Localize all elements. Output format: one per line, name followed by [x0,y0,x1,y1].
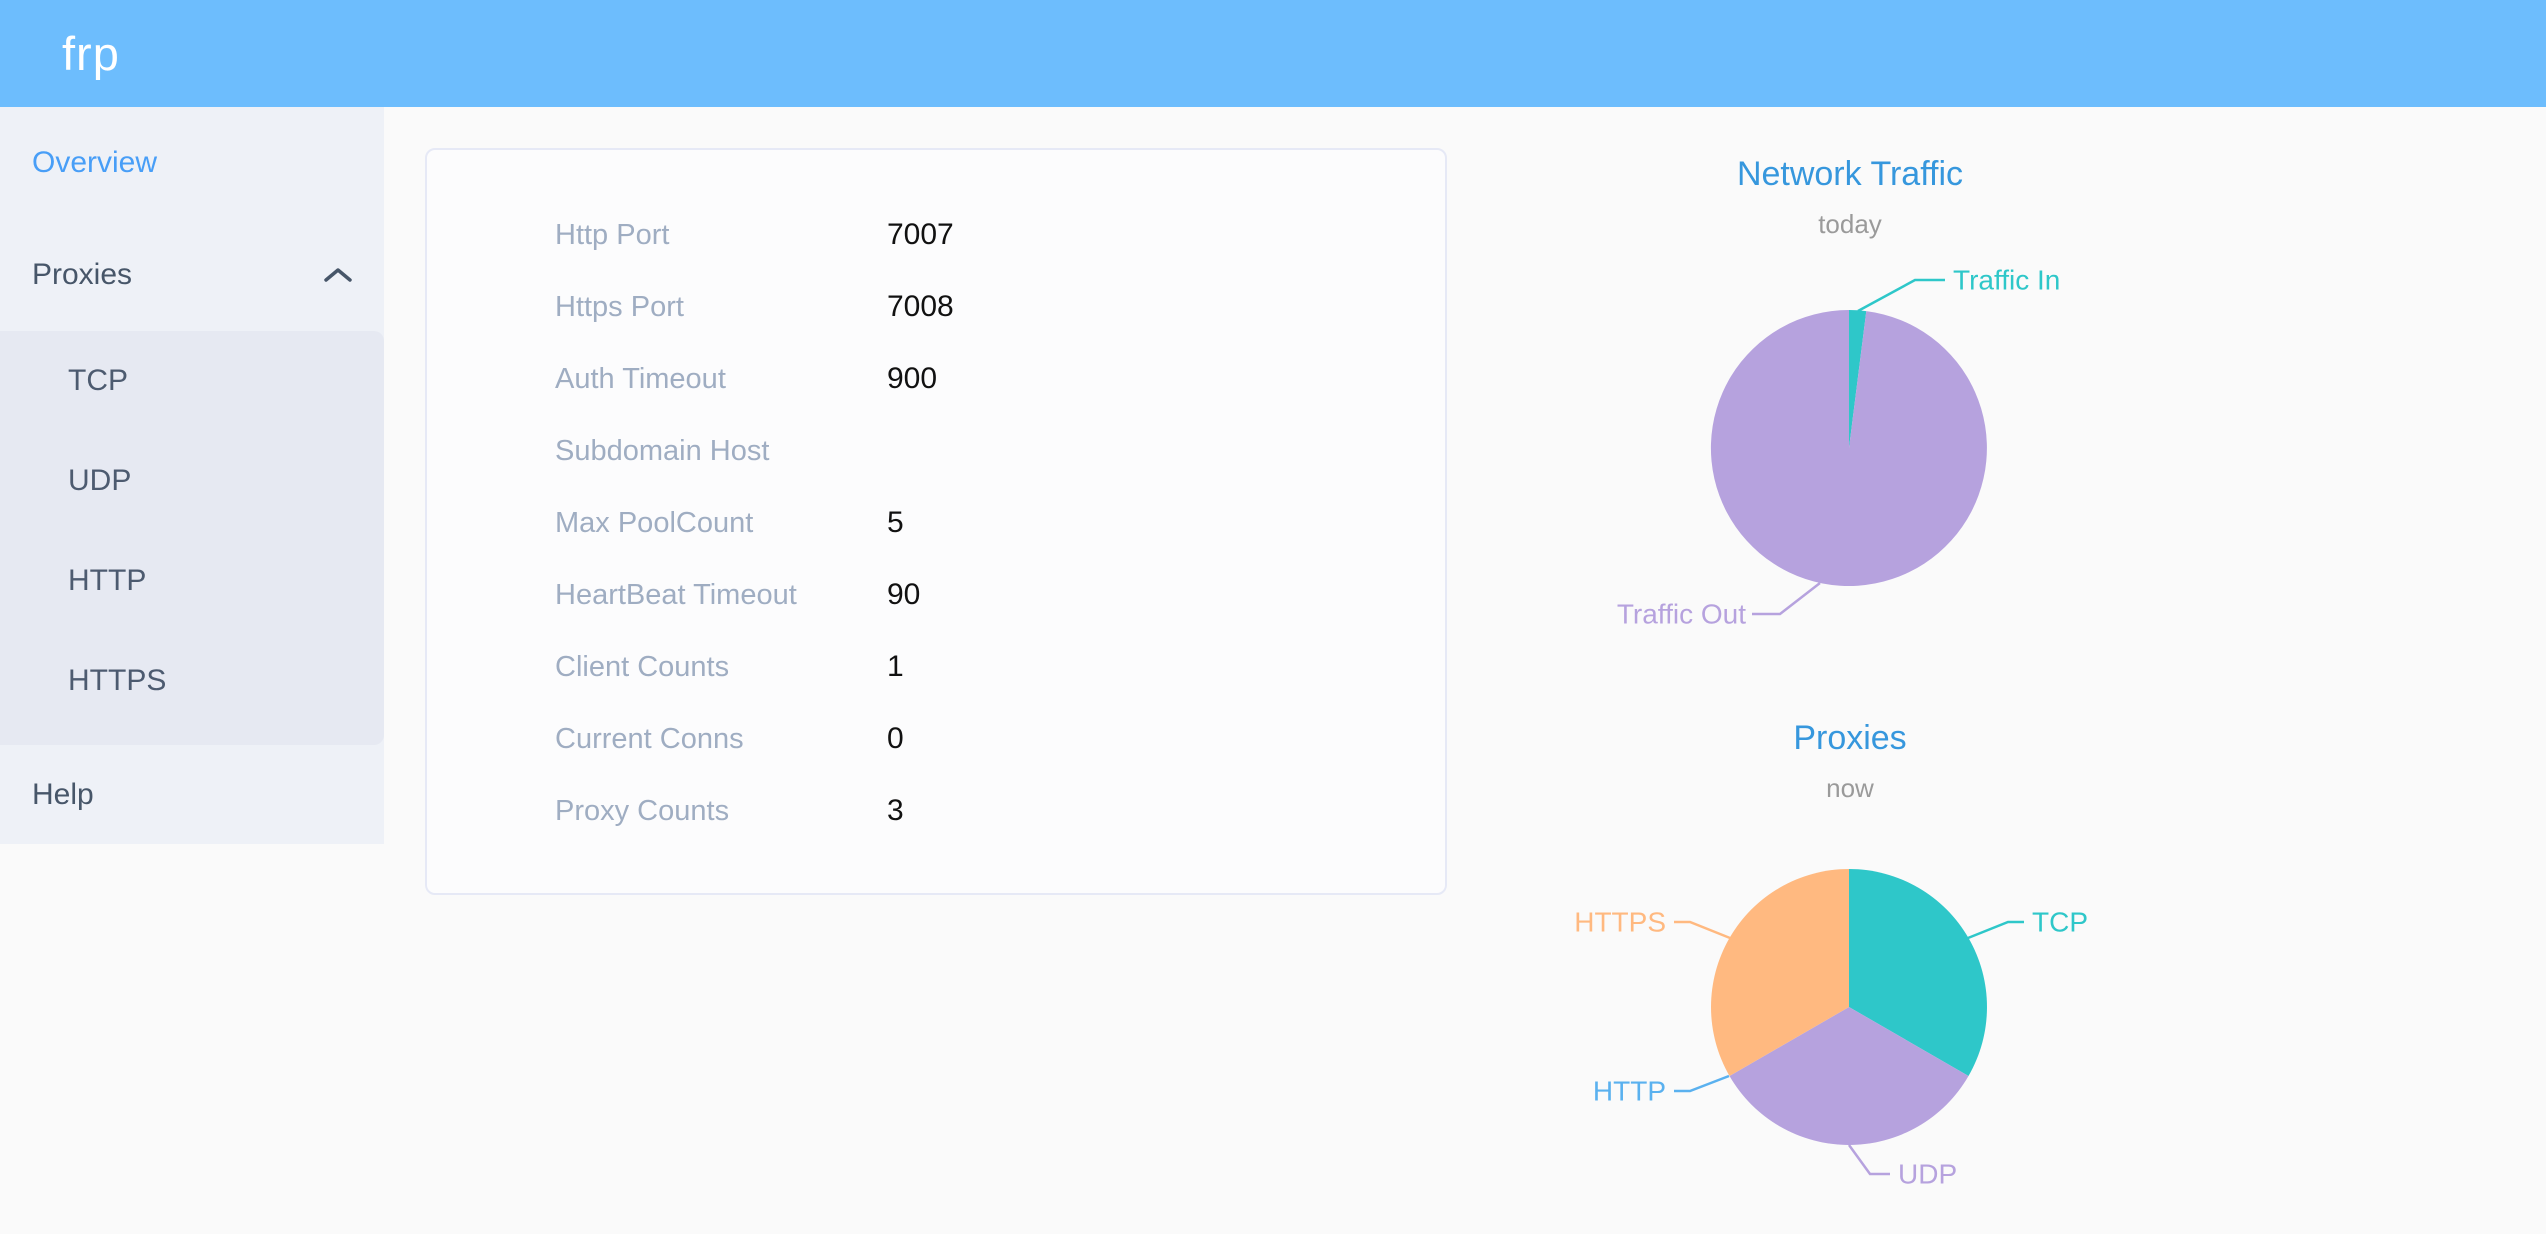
server-info-row: Http Port 7007 [427,199,1445,271]
svg-text:HTTPS: HTTPS [1574,907,1666,938]
info-value: 3 [887,794,904,827]
chevron-up-icon [324,268,352,282]
svg-text:HTTP: HTTP [1593,1076,1666,1107]
sidebar-submenu: TCP UDP HTTP HTTPS [0,331,384,745]
svg-text:Traffic In: Traffic In [1953,265,2060,296]
proxies-subtitle: now [1826,773,1874,803]
server-info-row: HeartBeat Timeout 90 [427,559,1445,631]
network-traffic-chart-block: Network Traffic today Traffic In Traffic … [1500,152,2200,670]
info-label: Proxy Counts [555,794,730,827]
server-info-row: Max PoolCount 5 [427,487,1445,559]
sidebar-item-proxies[interactable]: Proxies [0,219,384,331]
svg-text:Traffic Out: Traffic Out [1617,599,1746,630]
info-label: Current Conns [555,722,744,755]
info-label: Http Port [555,218,670,251]
info-value: 0 [887,722,904,755]
info-label: Max PoolCount [555,506,754,539]
sidebar-item-https[interactable]: HTTPS [68,664,167,697]
info-value: 5 [887,506,904,539]
server-info-row: Subdomain Host [427,415,1445,487]
sidebar-item-tcp[interactable]: TCP [68,364,128,397]
svg-text:TCP: TCP [2032,907,2088,938]
sidebar-item-http[interactable]: HTTP [68,564,147,597]
info-value: 7008 [887,290,954,323]
proxies-chart-block: Proxies now TCP HTTPS HTTP UDP [1500,716,2200,1234]
info-label: Auth Timeout [555,362,726,395]
app-logo: frp [62,27,120,80]
server-info-row: Client Counts 1 [427,631,1445,703]
info-value: 1 [887,650,904,683]
proxies-pie-chart[interactable]: TCP HTTPS HTTP UDP [1500,820,2200,1234]
sidebar-item-proxies-label: Proxies [32,258,133,291]
server-info-row: Proxy Counts 3 [427,775,1445,847]
svg-text:UDP: UDP [1898,1159,1957,1190]
sidebar: Overview Proxies TCP UDP HTTP HTTPS Help [0,107,384,844]
server-info-row: Current Conns 0 [427,703,1445,775]
server-info-row: Https Port 7008 [427,271,1445,343]
sidebar-item-udp[interactable]: UDP [68,464,132,497]
info-label: Subdomain Host [555,434,770,467]
info-value: 900 [887,362,938,395]
server-info-card: Http Port 7007 Https Port 7008 Auth Time… [425,148,1447,895]
server-info-row: Auth Timeout 900 [427,343,1445,415]
network-traffic-subtitle: today [1818,209,1882,239]
info-label: Https Port [555,290,684,323]
proxies-title: Proxies [1793,719,1907,757]
network-traffic-pie-chart[interactable]: Traffic In Traffic Out [1500,250,2200,670]
info-value: 7007 [887,218,954,251]
sidebar-item-help[interactable]: Help [32,777,94,811]
info-value: 90 [887,578,921,611]
info-label: HeartBeat Timeout [555,578,797,611]
sidebar-item-overview[interactable]: Overview [32,146,158,179]
network-traffic-title: Network Traffic [1736,155,1964,193]
app-header: frp [0,0,2546,107]
info-label: Client Counts [555,650,730,683]
